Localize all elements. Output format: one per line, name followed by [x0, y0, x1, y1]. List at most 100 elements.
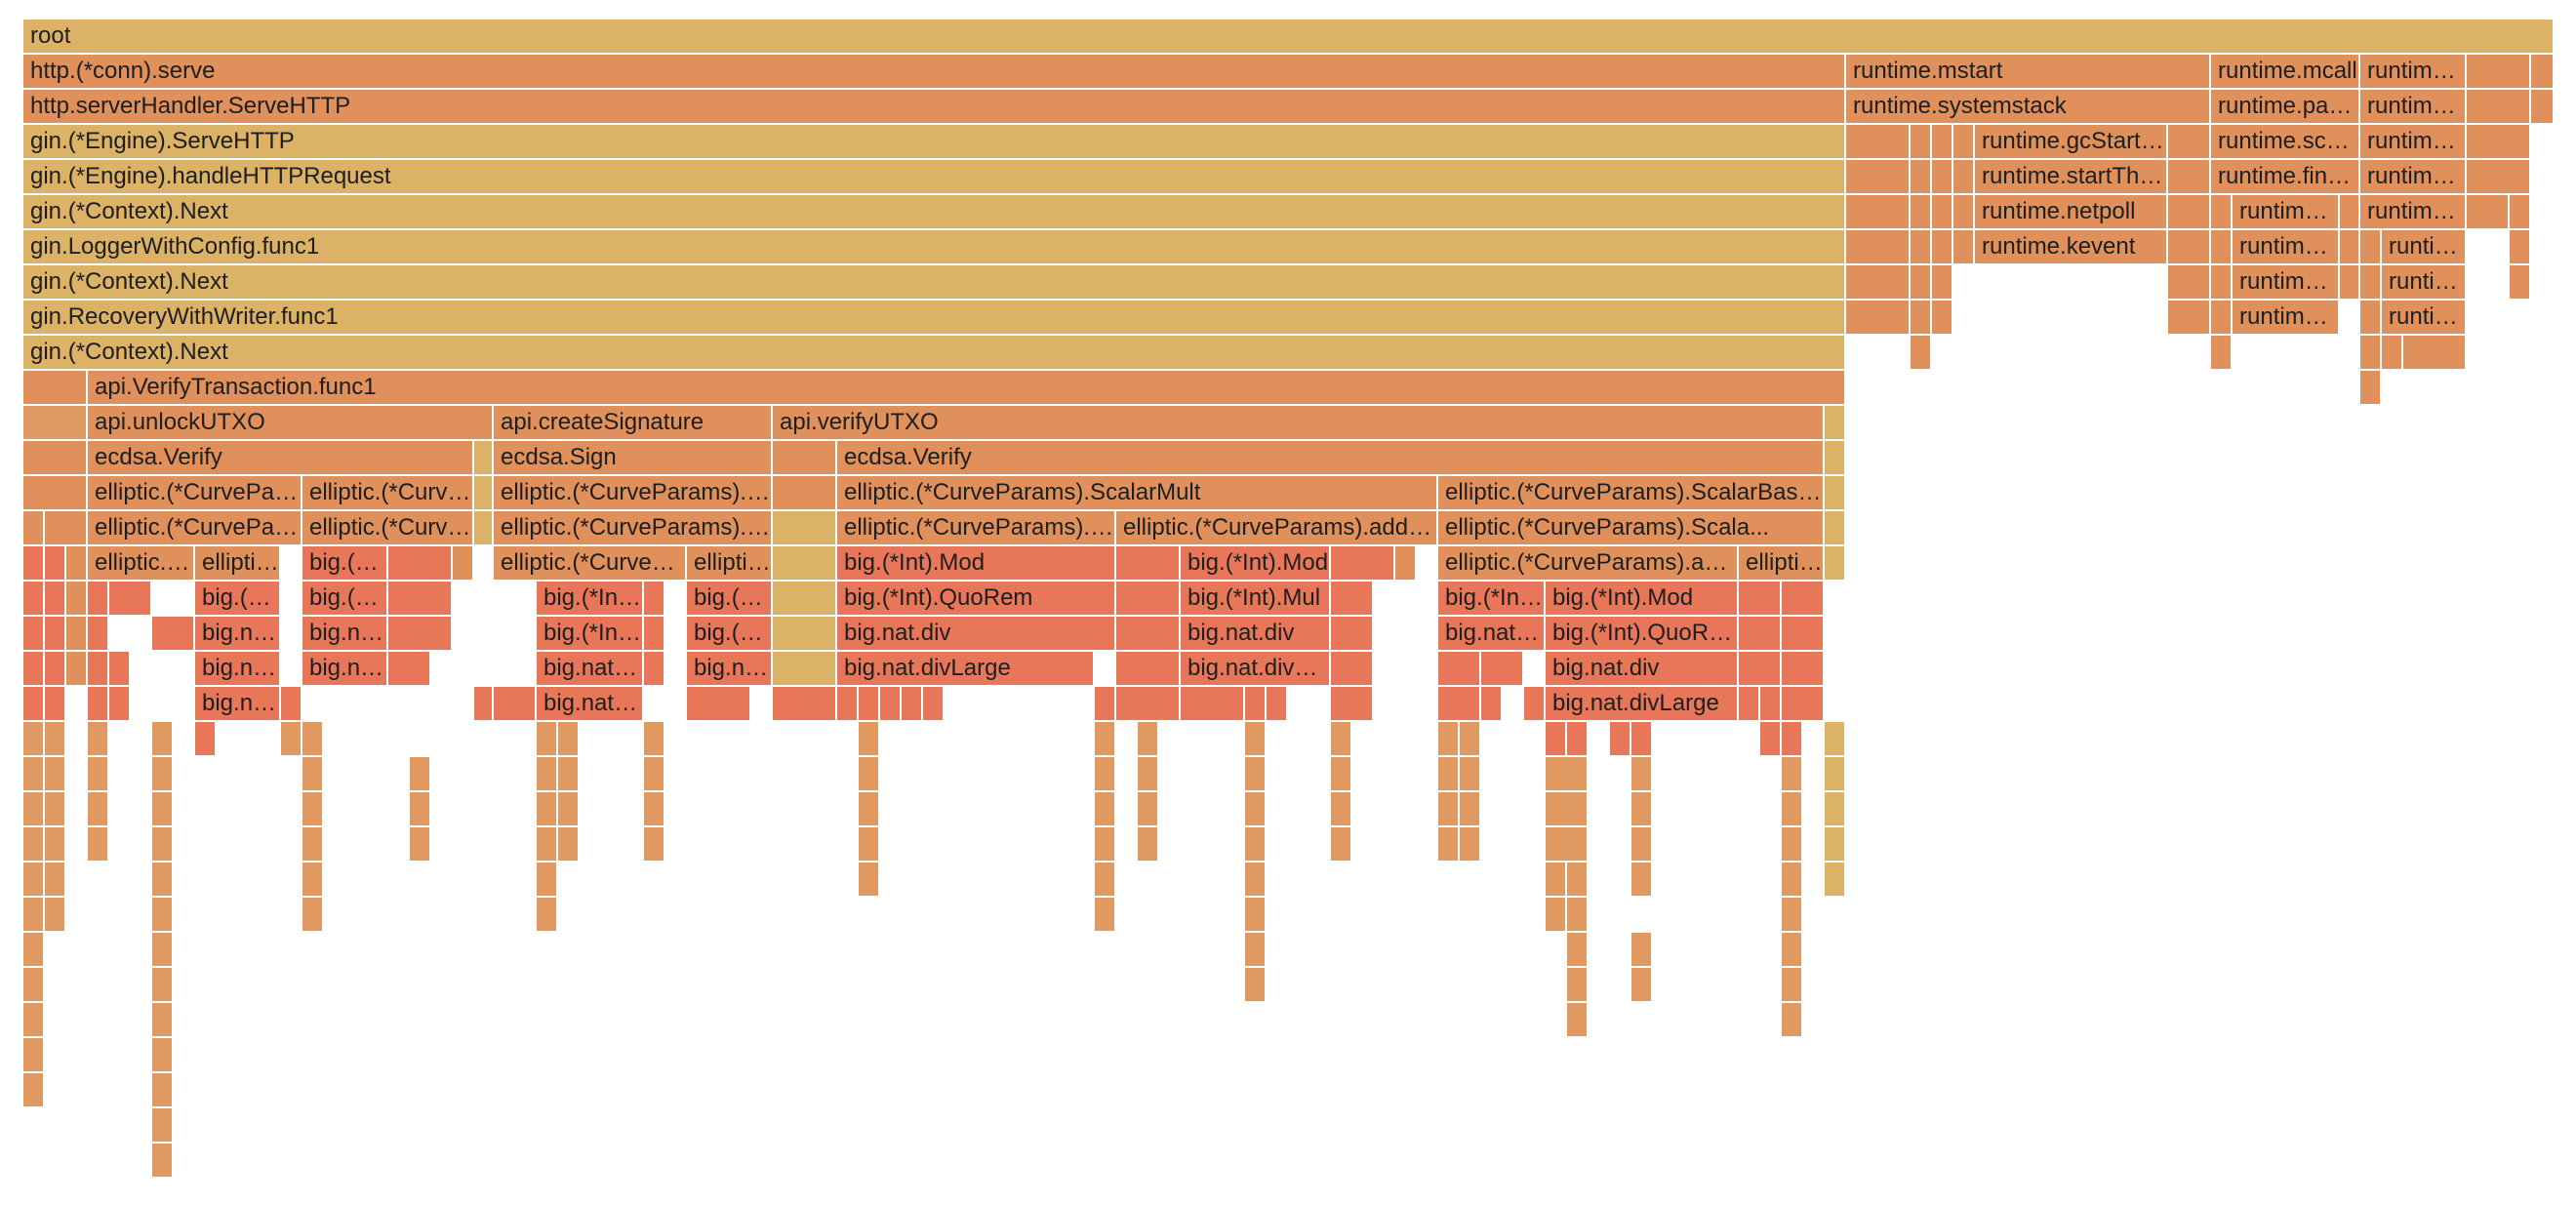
frame-unlabeled[interactable] — [1138, 722, 1159, 756]
frame-api-unlockutxo[interactable]: api.unlockUTXO — [88, 406, 494, 440]
frame-big-nat-divlarge[interactable]: big.nat.divLarge — [837, 652, 1095, 686]
frame-unlabeled[interactable] — [1825, 757, 1846, 791]
frame-unlabeled[interactable] — [2168, 301, 2211, 335]
frame-gin-recoverywithwriter-func1[interactable]: gin.RecoveryWithWriter.func1 — [23, 301, 1846, 335]
frame-gin-loggerwithconfig-func1[interactable]: gin.LoggerWithConfig.func1 — [23, 230, 1846, 264]
frame-unlabeled[interactable] — [773, 687, 837, 721]
frame-unlabeled[interactable] — [644, 722, 665, 756]
frame-unlabeled[interactable] — [1438, 792, 1460, 826]
frame-unlabeled[interactable] — [23, 722, 45, 756]
frame-unlabeled[interactable] — [474, 476, 494, 510]
frame-unlabeled[interactable] — [1524, 687, 1546, 721]
frame-unlabeled[interactable] — [1245, 968, 1267, 1002]
frame-unlabeled[interactable] — [2340, 230, 2360, 264]
frame-unlabeled[interactable] — [23, 406, 88, 440]
frame-unlabeled[interactable] — [45, 722, 66, 756]
frame-unlabeled[interactable] — [474, 441, 494, 475]
frame-elliptic-curveparams-affinefromjacobian[interactable]: elliptic.(*CurveParams).affineFromJacobi… — [687, 546, 773, 581]
frame-unlabeled[interactable] — [1911, 230, 1932, 264]
frame-unlabeled[interactable] — [494, 687, 537, 721]
frame-unlabeled[interactable] — [1739, 687, 1760, 721]
frame-unlabeled[interactable] — [1825, 511, 1846, 545]
frame-unlabeled[interactable] — [1481, 652, 1524, 686]
frame-elliptic-curveparams-addjacobian[interactable]: elliptic.(*CurveParams).addJacobian — [1116, 511, 1438, 545]
frame-unlabeled[interactable] — [2531, 55, 2555, 89]
frame-unlabeled[interactable] — [859, 722, 880, 756]
frame-unlabeled[interactable] — [88, 757, 109, 791]
frame-unlabeled[interactable] — [773, 617, 837, 651]
frame-unlabeled[interactable] — [1546, 863, 1567, 897]
frame-unlabeled[interactable] — [1932, 160, 1953, 194]
frame-runtime-main[interactable]: runtime.main — [2360, 90, 2467, 124]
frame-unlabeled[interactable] — [1245, 792, 1267, 826]
frame-unlabeled[interactable] — [453, 546, 474, 581]
frame-unlabeled[interactable] — [2360, 336, 2382, 370]
frame-big-int-mod[interactable]: big.(*Int).Mod — [302, 546, 388, 581]
frame-unlabeled[interactable] — [23, 652, 45, 686]
frame-unlabeled[interactable] — [1911, 301, 1932, 335]
frame-runtime-netpoll[interactable]: runtime.netpoll — [2233, 195, 2340, 229]
frame-unlabeled[interactable] — [2467, 125, 2531, 159]
frame-big-nat-mul[interactable]: big.nat.mul — [302, 652, 388, 686]
frame-unlabeled[interactable] — [880, 687, 902, 721]
frame-elliptic-curveparams-addjacobian[interactable]: elliptic.(*CurveParams).addJacobian — [494, 546, 687, 581]
frame-unlabeled[interactable] — [23, 441, 88, 475]
frame-runtime-mcall[interactable]: runtime.mcall — [2211, 55, 2360, 89]
frame-big-int-mod[interactable]: big.(*Int).Mod — [537, 617, 644, 651]
frame-unlabeled[interactable] — [2467, 55, 2531, 89]
frame-unlabeled[interactable] — [66, 546, 88, 581]
frame-unlabeled[interactable] — [773, 546, 837, 581]
frame-big-nat-divlarge[interactable]: big.nat.divLarge — [1181, 652, 1331, 686]
frame-unlabeled[interactable] — [2531, 90, 2555, 124]
frame-unlabeled[interactable] — [1546, 792, 1589, 826]
frame-unlabeled[interactable] — [23, 511, 45, 545]
frame-runtime-kevent[interactable]: runtime.kevent — [1975, 230, 2168, 264]
frame-unlabeled[interactable] — [1825, 827, 1846, 862]
frame-unlabeled[interactable] — [1331, 792, 1352, 826]
frame-unlabeled[interactable] — [1932, 230, 1953, 264]
frame-unlabeled[interactable] — [859, 792, 880, 826]
frame-unlabeled[interactable] — [45, 546, 66, 581]
frame-unlabeled[interactable] — [23, 968, 45, 1002]
frame-unlabeled[interactable] — [644, 652, 665, 686]
frame-unlabeled[interactable] — [1631, 968, 1653, 1002]
frame-unlabeled[interactable] — [644, 827, 665, 862]
frame-unlabeled[interactable] — [474, 511, 494, 545]
frame-unlabeled[interactable] — [88, 827, 109, 862]
frame-unlabeled[interactable] — [687, 687, 751, 721]
frame-unlabeled[interactable] — [1782, 792, 1803, 826]
frame-unlabeled[interactable] — [388, 546, 453, 581]
frame-unlabeled[interactable] — [195, 722, 217, 756]
frame-unlabeled[interactable] — [1782, 687, 1825, 721]
frame-big-nat-div[interactable]: big.nat.div — [687, 652, 773, 686]
frame-unlabeled[interactable] — [45, 687, 66, 721]
frame-unlabeled[interactable] — [45, 898, 66, 932]
frame-unlabeled[interactable] — [152, 1003, 174, 1037]
frame-runtime-stopm[interactable]: runtime.stopm — [2233, 265, 2340, 300]
frame-elliptic-curveparams-addjacobian[interactable]: elliptic.(*CurveParams).addJacobian — [1438, 546, 1739, 581]
frame-unlabeled[interactable] — [23, 1073, 45, 1107]
frame-unlabeled[interactable] — [1782, 827, 1803, 862]
frame-unlabeled[interactable] — [859, 827, 880, 862]
frame-unlabeled[interactable] — [23, 792, 45, 826]
frame-big-nat-mul[interactable]: big.nat.mul — [302, 617, 388, 651]
frame-unlabeled[interactable] — [388, 652, 431, 686]
frame-unlabeled[interactable] — [152, 933, 174, 967]
frame-big-nat-mul[interactable]: big.nat.mul — [537, 652, 644, 686]
frame-unlabeled[interactable] — [1438, 687, 1481, 721]
frame-runtime-mstart[interactable]: runtime.mstart — [1846, 55, 2211, 89]
frame-unlabeled[interactable] — [1460, 722, 1481, 756]
frame-unlabeled[interactable] — [23, 863, 45, 897]
frame-unlabeled[interactable] — [1782, 757, 1803, 791]
frame-unlabeled[interactable] — [1331, 652, 1374, 686]
frame-unlabeled[interactable] — [1567, 898, 1589, 932]
frame-unlabeled[interactable] — [2168, 125, 2211, 159]
frame-runtime-notesleep[interactable]: runtime.notesleep — [2233, 301, 2340, 335]
frame-big-int-mul[interactable]: big.(*Int).Mul — [195, 582, 281, 616]
frame-unlabeled[interactable] — [1846, 195, 1911, 229]
frame-unlabeled[interactable] — [1331, 582, 1374, 616]
frame-unlabeled[interactable] — [23, 757, 45, 791]
frame-runtime-systemstack[interactable]: runtime.systemstack — [1846, 90, 2211, 124]
frame-runtime-scanobject[interactable]: runtime.scanobject — [2382, 265, 2467, 300]
frame-unlabeled[interactable] — [1245, 827, 1267, 862]
